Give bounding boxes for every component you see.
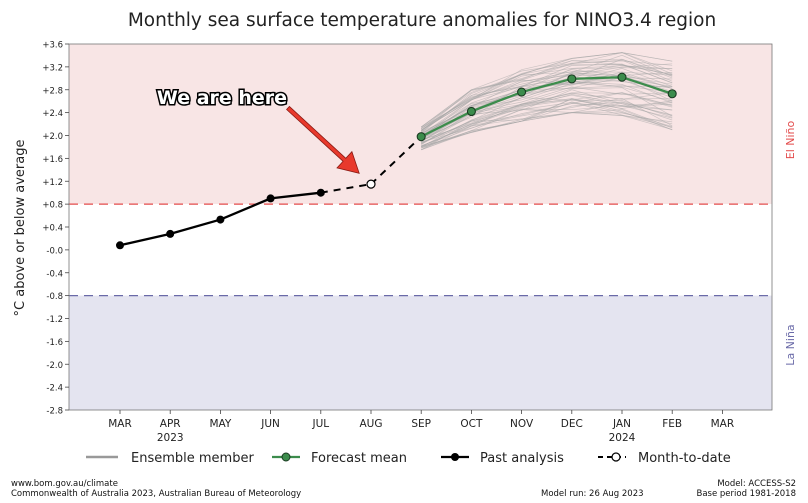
y-tick-label: +3.6 (42, 41, 63, 51)
x-tick-label: FEB (662, 418, 682, 430)
month-to-date-point (366, 179, 376, 189)
y-tick-label: -2.8 (46, 407, 63, 417)
ensemble-member-line (421, 102, 673, 147)
x-tick-label: NOV (510, 418, 534, 430)
x-tick-label: SEP (411, 418, 431, 430)
ensemble-member-line (421, 101, 673, 148)
y-tick-label: -1.2 (46, 315, 63, 325)
y-tick-label: +2.8 (42, 86, 63, 96)
x-tick-label: AUG (359, 418, 382, 430)
legend-label: Forecast mean (311, 451, 407, 466)
la-nina-label: La Niña (784, 324, 797, 365)
x-year-label: 2023 (157, 432, 184, 444)
y-tick-label: +1.6 (42, 155, 63, 165)
annotation-text: We are here (157, 87, 287, 109)
footer-website: www.bom.gov.au/climate (11, 479, 118, 489)
y-tick-label: +1.2 (42, 178, 63, 188)
ensemble-member-line (421, 58, 673, 129)
ensemble-member-line (421, 89, 673, 142)
y-axis-label: °C above or below average (13, 140, 28, 317)
legend-swatch-mtd-dot (611, 452, 621, 462)
forecast-mean-point (617, 72, 627, 82)
legend: Ensemble member Forecast mean Past analysi… (86, 451, 731, 466)
ensemble-member-line (421, 52, 673, 131)
y-tick-label: +0.8 (42, 201, 63, 211)
forecast-mean-point (667, 89, 677, 99)
month-to-date-connector (320, 183, 372, 194)
x-tick-label: MAR (711, 418, 735, 430)
legend-label: Month-to-date (638, 451, 731, 466)
past-analysis-point (316, 188, 325, 197)
axes: +3.6 +3.2 +2.8 +2.4 +2.0 +1.6 +1.2 +0.8 +0.4 -0.0… (42, 41, 773, 444)
annotation: We are here (155, 86, 360, 174)
ensemble-member-line (421, 72, 673, 139)
past-analysis-point (166, 229, 175, 238)
forecast-mean-line (420, 76, 673, 138)
forecast-mean-point (567, 74, 577, 84)
y-tick-label: +3.2 (42, 63, 63, 73)
y-tick-label: +0.4 (42, 224, 63, 234)
footer-base-period: Base period 1981-2018 (696, 489, 796, 499)
legend-label: Ensemble member (131, 451, 254, 466)
footer-model: Model: ACCESS-S2 (717, 479, 796, 489)
legend-label: Past analysis (480, 451, 564, 466)
y-tick-label: -2.4 (46, 384, 63, 394)
forecast-connector (370, 135, 422, 185)
annotation-arrow (286, 105, 360, 174)
y-tick-label: -0.4 (46, 269, 63, 279)
x-tick-label: JUN (260, 418, 280, 430)
footer-copyright: Commonwealth of Australia 2023, Australi… (11, 489, 302, 499)
ensemble-member-line (421, 52, 673, 128)
ensemble-member-line (421, 81, 673, 136)
y-tick-label: -2.0 (46, 361, 63, 371)
y-tick-label: +2.4 (42, 109, 63, 119)
chart-title: Monthly sea surface temperature anomalie… (128, 10, 716, 31)
ensemble-member-line (421, 94, 673, 143)
legend-swatch-forecast-dot (281, 452, 291, 462)
el-nino-region (69, 44, 772, 205)
neutral-region (69, 204, 772, 296)
threshold-lines: El Niño La Niña (69, 120, 797, 366)
past-analysis-point (266, 194, 275, 203)
legend-swatch-past-dot (451, 453, 459, 461)
past-analysis-point (116, 241, 124, 250)
plot-background (69, 44, 772, 410)
past-analysis-point (216, 215, 225, 224)
x-tick-label: OCT (460, 418, 483, 430)
forecast-mean-point (466, 106, 476, 117)
y-tick-label: -0.0 (46, 246, 63, 256)
x-tick-label: APR (160, 418, 181, 430)
forecast-mean-point (517, 87, 527, 97)
ensemble-member-line (421, 87, 673, 147)
ensemble-member-line (420, 54, 673, 134)
el-nino-label: El Niño (784, 120, 797, 159)
footer-model-run: Model run: 26 Aug 2023 (541, 489, 644, 499)
data-series (116, 72, 677, 250)
ensemble-member-line (421, 92, 673, 144)
ensemble-member-line (421, 109, 673, 149)
la-nina-region (69, 295, 772, 410)
ensemble-member-line (420, 60, 673, 128)
x-tick-label: DEC (561, 418, 583, 430)
x-tick-label: JAN (612, 418, 631, 430)
x-tick-label: MAY (209, 418, 231, 430)
forecast-mean-point (416, 132, 426, 142)
y-tick-label: -0.8 (46, 292, 63, 302)
y-tick-label: +2.0 (42, 132, 63, 142)
x-tick-label: JUL (311, 418, 329, 430)
x-tick-label: MAR (108, 418, 132, 430)
y-tick-label: -1.6 (46, 338, 63, 348)
x-year-label: 2024 (609, 432, 636, 444)
ensemble-member-line (421, 92, 673, 141)
